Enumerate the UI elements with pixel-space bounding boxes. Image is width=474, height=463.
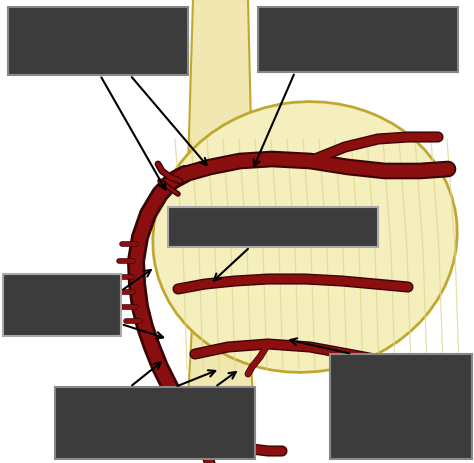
Polygon shape xyxy=(186,309,255,434)
Bar xyxy=(168,207,378,247)
Ellipse shape xyxy=(153,102,457,373)
Polygon shape xyxy=(188,0,252,169)
Bar xyxy=(3,275,121,336)
Bar xyxy=(8,8,188,76)
Bar xyxy=(330,354,472,459)
Bar xyxy=(55,387,255,459)
Bar xyxy=(258,8,458,73)
